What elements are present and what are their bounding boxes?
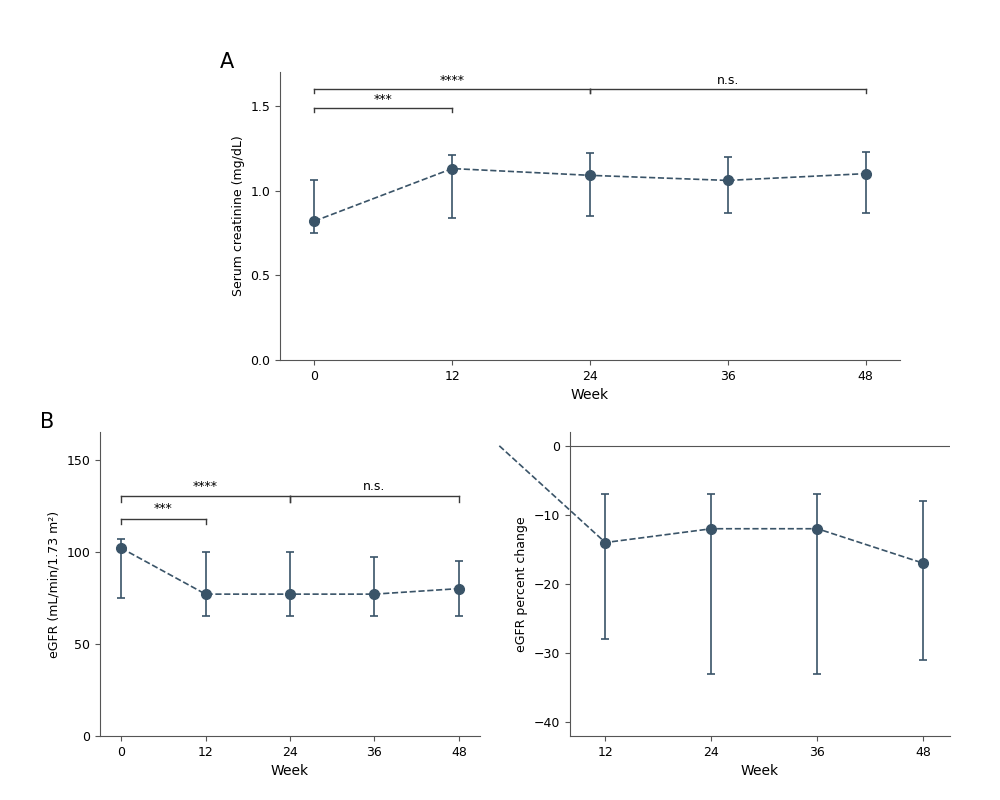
Y-axis label: eGFR percent change: eGFR percent change (515, 516, 528, 652)
Text: n.s.: n.s. (363, 480, 386, 493)
Text: ****: **** (440, 74, 465, 87)
Text: ****: **** (193, 480, 218, 493)
X-axis label: Week: Week (741, 764, 779, 778)
Y-axis label: Serum creatinine (mg/dL): Serum creatinine (mg/dL) (232, 136, 245, 296)
Text: A: A (220, 52, 234, 72)
Text: B: B (40, 412, 54, 432)
X-axis label: Week: Week (571, 388, 609, 402)
X-axis label: Week: Week (271, 764, 309, 778)
Text: ***: *** (154, 502, 173, 515)
Y-axis label: eGFR (mL/min/1.73 m²): eGFR (mL/min/1.73 m²) (48, 510, 61, 658)
Text: ***: *** (374, 93, 393, 106)
Text: n.s.: n.s. (717, 74, 739, 87)
